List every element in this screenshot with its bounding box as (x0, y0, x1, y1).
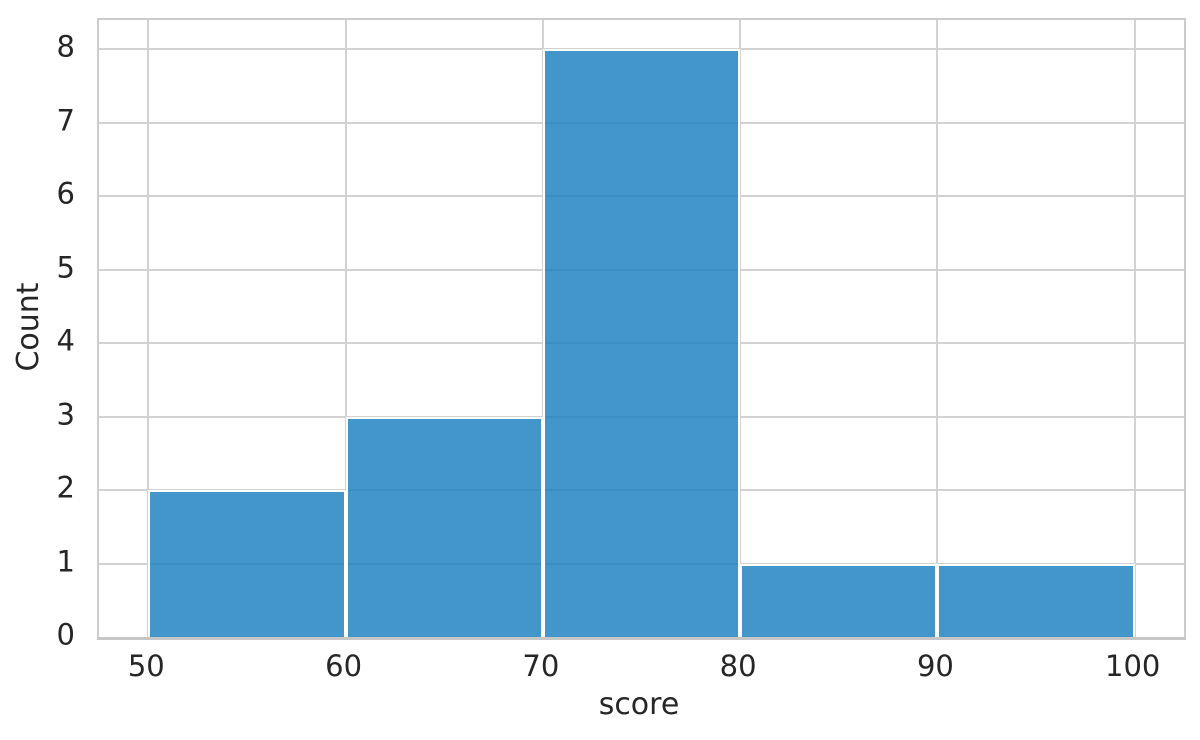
y-tick-label: 4 (56, 323, 75, 358)
y-gridline (99, 48, 1184, 51)
plot-area (97, 18, 1186, 640)
y-tick-label: 3 (56, 397, 75, 432)
y-tick-label: 1 (56, 544, 75, 579)
x-gridline (936, 20, 939, 637)
x-tick-label: 80 (719, 649, 757, 683)
x-tick-label: 50 (127, 649, 165, 683)
histogram-bar (542, 49, 741, 637)
x-tick-label: 60 (325, 649, 363, 683)
y-tick-label: 8 (56, 29, 75, 64)
y-tick-label: 7 (56, 103, 75, 138)
y-tick-label: 6 (56, 176, 75, 211)
x-tick-label: 100 (1104, 649, 1161, 683)
histogram-bar (345, 416, 543, 637)
y-axis-label: Count (11, 282, 46, 372)
x-gridline (1133, 20, 1136, 637)
y-tick-label: 0 (56, 617, 75, 652)
histogram-bar (740, 563, 938, 637)
x-gridline (147, 20, 150, 637)
x-tick-label: 70 (522, 649, 560, 683)
x-gridline (344, 20, 347, 637)
x-tick-label: 90 (916, 649, 954, 683)
y-tick-label: 5 (56, 250, 75, 285)
y-tick-label: 2 (56, 470, 75, 505)
histogram-bar (148, 490, 346, 637)
histogram-bar (937, 563, 1135, 637)
x-axis-label: score (598, 687, 680, 722)
x-gridline (739, 20, 742, 637)
